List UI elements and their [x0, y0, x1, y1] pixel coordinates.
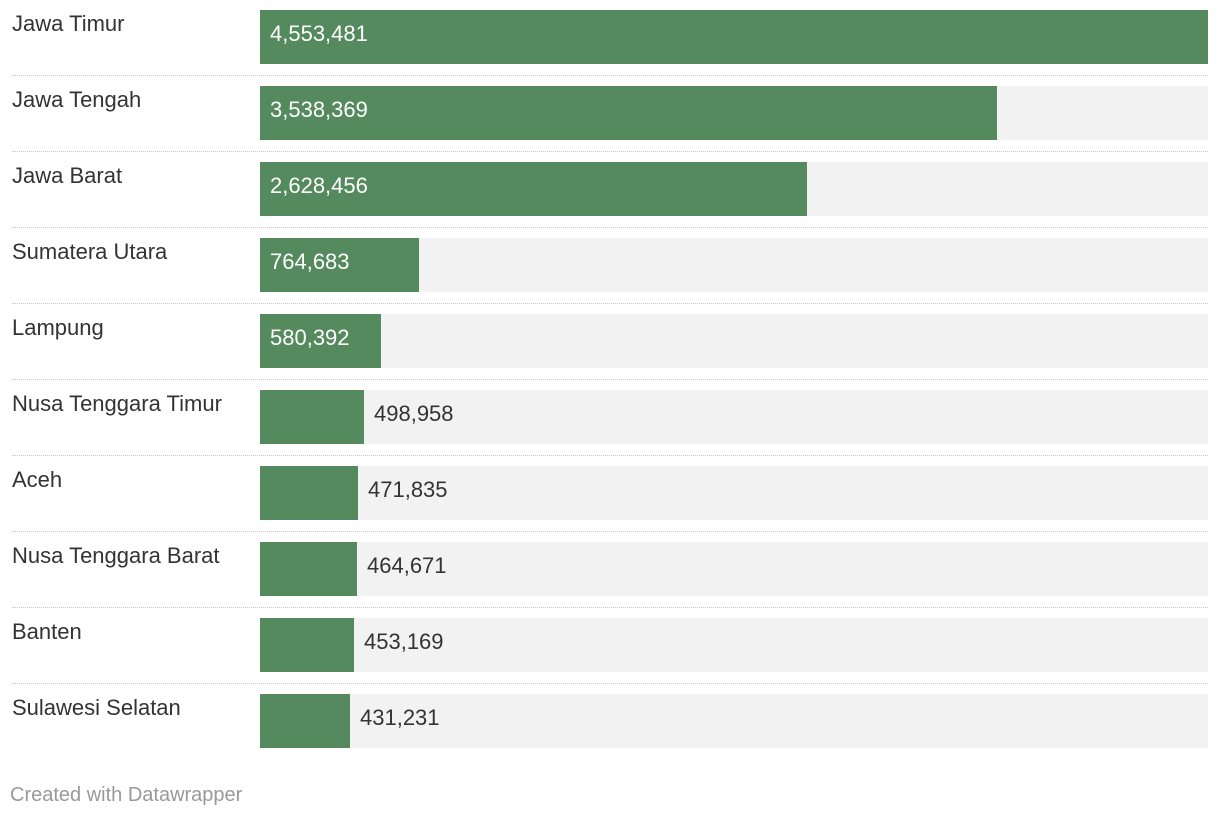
value-label: 580,392 [270, 325, 350, 350]
bar-track: 764,683 [260, 238, 1208, 292]
row-divider [12, 531, 1208, 532]
bar [260, 390, 364, 444]
bar-track: 471,835 [260, 466, 1208, 520]
bar-row: Nusa Tenggara Timur 498,958 [12, 380, 1208, 456]
bar-row: Sumatera Utara 764,683 [12, 228, 1208, 304]
value-label: 471,835 [368, 477, 448, 502]
value-label: 464,671 [367, 553, 447, 578]
row-divider [12, 151, 1208, 152]
value-label: 2,628,456 [270, 173, 368, 198]
value-label: 4,553,481 [270, 21, 368, 46]
bar [260, 466, 358, 520]
bar-row: Sulawesi Selatan 431,231 [12, 684, 1208, 760]
row-divider [12, 303, 1208, 304]
bar [260, 542, 357, 596]
bar-row: Jawa Tengah 3,538,369 [12, 76, 1208, 152]
bar-track: 580,392 [260, 314, 1208, 368]
row-divider [12, 75, 1208, 76]
bar-chart: Jawa Timur 4,553,481 Jawa Tengah 3,538,369 J… [12, 0, 1208, 760]
row-divider [12, 683, 1208, 684]
bar-track: 431,231 [260, 694, 1208, 748]
bar-track: 3,538,369 [260, 86, 1208, 140]
bar [260, 86, 997, 140]
bar-row: Aceh 471,835 [12, 456, 1208, 532]
category-label: Jawa Barat [12, 163, 123, 188]
bar-row: Jawa Barat 2,628,456 [12, 152, 1208, 228]
value-label: 453,169 [364, 629, 444, 654]
category-label: Nusa Tenggara Timur [12, 391, 222, 416]
bar-track: 2,628,456 [260, 162, 1208, 216]
category-label: Jawa Timur [12, 11, 125, 36]
value-label: 3,538,369 [270, 97, 368, 122]
category-label: Sumatera Utara [12, 239, 168, 264]
row-divider [12, 227, 1208, 228]
bar-track: 4,553,481 [260, 10, 1208, 64]
row-divider [12, 607, 1208, 608]
bar [260, 10, 1208, 64]
category-label: Banten [12, 619, 82, 644]
row-divider [12, 379, 1208, 380]
row-divider [12, 455, 1208, 456]
bar [260, 314, 381, 368]
bar [260, 238, 419, 292]
bar-track: 453,169 [260, 618, 1208, 672]
category-label: Lampung [12, 315, 104, 340]
value-label: 498,958 [374, 401, 454, 426]
credit-text: Created with Datawrapper [10, 784, 243, 806]
category-label: Jawa Tengah [12, 87, 142, 112]
category-label: Nusa Tenggara Barat [12, 543, 220, 568]
bar [260, 694, 350, 748]
bar-track: 464,671 [260, 542, 1208, 596]
bar-row: Lampung 580,392 [12, 304, 1208, 380]
bar-row: Nusa Tenggara Barat 464,671 [12, 532, 1208, 608]
bar-track: 498,958 [260, 390, 1208, 444]
bar-row: Banten 453,169 [12, 608, 1208, 684]
value-label: 431,231 [360, 705, 440, 730]
bar [260, 162, 807, 216]
value-label: 764,683 [270, 249, 350, 274]
category-label: Aceh [12, 467, 63, 492]
bar [260, 618, 354, 672]
bar-row: Jawa Timur 4,553,481 [12, 0, 1208, 76]
category-label: Sulawesi Selatan [12, 695, 181, 720]
